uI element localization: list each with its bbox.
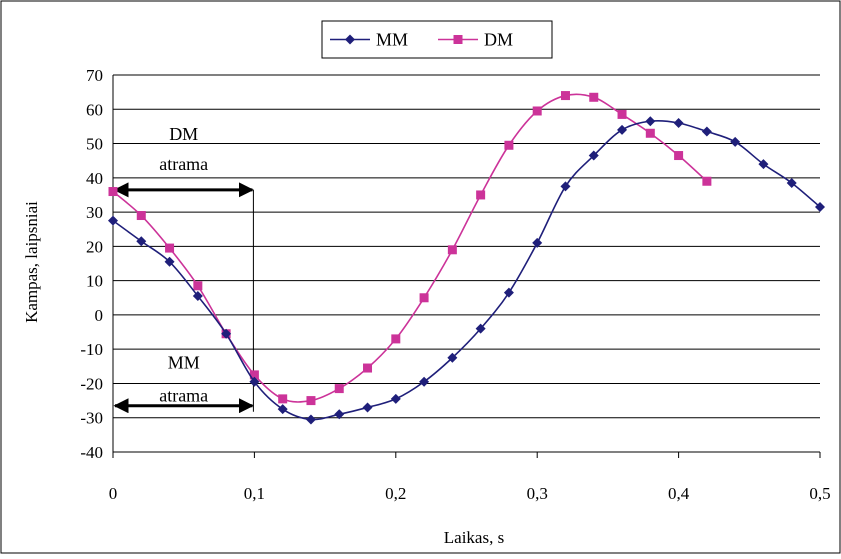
data-point-dm bbox=[504, 140, 514, 150]
annotation-layer: DM atrama MM atrama bbox=[113, 124, 254, 414]
axis-layer: 70 60 50 40 30 20 10 0 -10 -20 -30 -40 0 0,1 0,2 0,3 0,4… bbox=[80, 66, 830, 503]
y-tick-label: 20 bbox=[86, 237, 103, 256]
data-point-mm bbox=[503, 287, 514, 298]
data-point-mm bbox=[390, 393, 401, 404]
y-tick-label: 40 bbox=[86, 169, 103, 188]
y-tick-label: -40 bbox=[80, 443, 103, 462]
data-point-dm bbox=[532, 106, 542, 116]
data-point-dm bbox=[278, 394, 288, 404]
data-point-mm bbox=[305, 414, 316, 425]
data-point-mm bbox=[560, 181, 571, 192]
data-point-mm bbox=[192, 291, 203, 302]
data-point-dm bbox=[645, 128, 655, 138]
data-point-mm bbox=[447, 352, 458, 363]
data-point-dm bbox=[391, 334, 401, 344]
data-point-mm bbox=[221, 328, 232, 339]
grid-layer bbox=[113, 74, 820, 419]
data-point-dm bbox=[589, 92, 599, 102]
series-layer bbox=[108, 91, 825, 425]
data-point-dm bbox=[193, 281, 203, 291]
data-point-mm bbox=[362, 402, 373, 413]
data-point-mm bbox=[532, 237, 543, 248]
data-point-dm bbox=[617, 109, 627, 119]
data-point-mm bbox=[645, 116, 656, 127]
legend: MM DM bbox=[321, 20, 553, 59]
x-axis-title: Laikas, s bbox=[444, 528, 504, 547]
data-point-dm bbox=[108, 187, 118, 197]
data-point-mm bbox=[249, 376, 260, 387]
support-label: MM bbox=[168, 353, 200, 373]
x-tick-label: 0,3 bbox=[527, 484, 548, 503]
data-point-dm bbox=[363, 363, 373, 373]
data-point-mm bbox=[617, 124, 628, 135]
data-point-dm bbox=[476, 190, 486, 200]
y-tick-label: -10 bbox=[80, 340, 103, 359]
data-point-mm bbox=[164, 256, 175, 267]
x-tick-label: 0,2 bbox=[385, 484, 406, 503]
y-tick-label: 30 bbox=[86, 203, 103, 222]
data-point-dm bbox=[306, 396, 316, 406]
data-point-mm bbox=[786, 177, 797, 188]
data-point-mm bbox=[588, 150, 599, 161]
series-line-dm bbox=[112, 93, 708, 403]
y-tick-label: 50 bbox=[86, 135, 103, 154]
data-point-dm bbox=[702, 176, 712, 186]
y-tick-label: 60 bbox=[86, 100, 103, 119]
x-tick-label: 0,1 bbox=[244, 484, 265, 503]
data-point-mm bbox=[815, 201, 825, 212]
data-point-dm bbox=[419, 293, 429, 303]
data-point-dm bbox=[334, 384, 344, 394]
y-tick-label: -20 bbox=[80, 374, 103, 393]
x-tick-label: 0,4 bbox=[668, 484, 690, 503]
y-tick-label: 70 bbox=[86, 66, 103, 85]
data-point-dm bbox=[674, 151, 684, 161]
data-point-mm bbox=[730, 136, 741, 147]
support-label: atrama bbox=[159, 386, 208, 406]
data-point-mm bbox=[673, 117, 684, 128]
data-point-dm bbox=[136, 211, 146, 221]
data-point-dm bbox=[165, 243, 175, 253]
data-point-mm bbox=[277, 404, 288, 415]
data-point-dm bbox=[249, 370, 259, 380]
y-tick-label: 10 bbox=[86, 272, 103, 291]
data-point-mm bbox=[758, 159, 769, 170]
x-tick-label: 0 bbox=[109, 484, 118, 503]
data-point-mm bbox=[136, 236, 147, 247]
data-point-dm bbox=[560, 91, 570, 101]
data-point-mm bbox=[701, 126, 712, 137]
data-point-mm bbox=[475, 323, 486, 334]
legend-marker bbox=[345, 34, 355, 45]
legend-marker bbox=[453, 35, 463, 44]
y-tick-label: 0 bbox=[95, 306, 104, 325]
support-label: DM bbox=[169, 124, 198, 144]
data-point-mm bbox=[419, 376, 430, 387]
legend-label: MM bbox=[376, 30, 408, 50]
legend-label: DM bbox=[484, 30, 513, 50]
data-point-mm bbox=[108, 215, 118, 226]
support-label: atrama bbox=[159, 154, 208, 174]
data-point-mm bbox=[334, 409, 345, 420]
y-tick-label: -30 bbox=[80, 409, 103, 428]
x-tick-label: 0,5 bbox=[809, 484, 830, 503]
y-axis-title: Kampas, laipsniai bbox=[22, 201, 41, 323]
data-point-dm bbox=[447, 245, 457, 255]
